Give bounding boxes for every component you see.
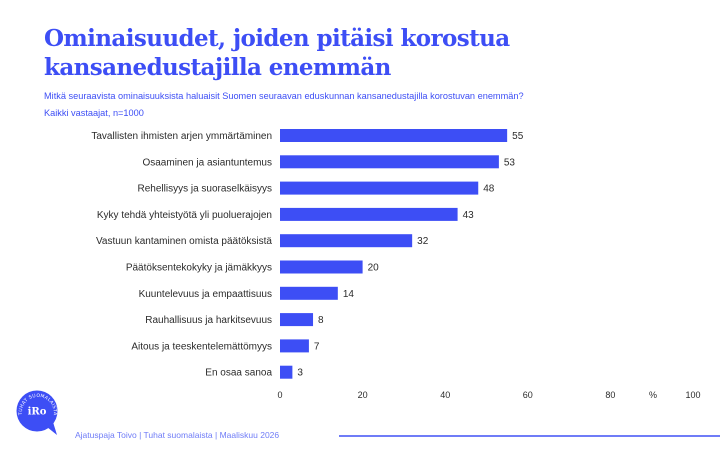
x-tick-label: 20: [358, 390, 368, 400]
category-label: En osaa sanoa: [205, 368, 272, 379]
footer-source: Ajatuspaja Toivo | Tuhat suomalaista | M…: [75, 430, 280, 440]
x-tick-label: 60: [523, 390, 533, 400]
bar: [280, 286, 338, 300]
value-label: 32: [417, 236, 429, 247]
bar: [280, 234, 413, 248]
logo-center-text: iRo: [28, 407, 47, 418]
value-label: 8: [318, 315, 324, 326]
value-label: 20: [368, 263, 380, 274]
x-tick-label: 100: [685, 390, 700, 400]
bars: [280, 129, 508, 379]
category-label: Osaaminen ja asiantuntemus: [142, 157, 272, 168]
category-label: Tavallisten ihmisten arjen ymmärtäminen: [91, 131, 272, 142]
category-label: Rauhallisuus ja harkitsevuus: [145, 315, 272, 326]
bar: [280, 181, 479, 195]
bar: [280, 129, 508, 142]
bar: [280, 207, 458, 221]
category-labels: Tavallisten ihmisten arjen ymmärtäminen O…: [91, 131, 272, 379]
x-tick-label: 80: [605, 390, 615, 400]
bar: [280, 365, 293, 379]
tuhat-suomalaista-logo: TUHAT SUOMALAISTA iRo: [16, 390, 58, 435]
category-label: Päätöksentekokyky ja jämäkkyys: [126, 263, 272, 274]
x-tick-label: 40: [440, 390, 450, 400]
category-label: Kuuntelevuus ja empaattisuus: [139, 289, 272, 300]
value-label: 3: [297, 368, 303, 379]
sample-size: Kaikki vastaajat, n=1000: [44, 108, 144, 118]
x-axis-unit-label: %: [649, 390, 657, 400]
category-label: Vastuun kantaminen omista päätöksistä: [96, 236, 272, 247]
chart-question: Mitkä seuraavista ominaisuuksista haluai…: [44, 91, 524, 101]
value-label: 53: [504, 157, 516, 168]
category-label: Kyky tehdä yhteistyötä yli puoluerajojen: [97, 210, 272, 221]
value-label: 43: [463, 210, 475, 221]
x-tick-label: 0: [277, 390, 282, 400]
category-label: Aitous ja teeskentelemättömyys: [131, 341, 272, 352]
value-label: 7: [314, 341, 320, 352]
bar: [280, 155, 499, 169]
footer-divider: [339, 435, 720, 437]
bar: [280, 313, 314, 327]
bar: [280, 260, 363, 274]
value-label: 48: [483, 184, 495, 195]
x-axis-ticks: 0 20 40 60 80 100: [277, 390, 700, 400]
value-label: 55: [512, 131, 524, 142]
bar: [280, 339, 309, 353]
chart-title: Ominaisuudet, joiden pitäisi korostua ka…: [44, 25, 510, 81]
category-label: Rehellisyys ja suoraselkäisyys: [138, 184, 273, 195]
value-labels: 55 53 48 43 32 20 14 8 7 3: [297, 131, 523, 379]
value-label: 14: [343, 289, 355, 300]
